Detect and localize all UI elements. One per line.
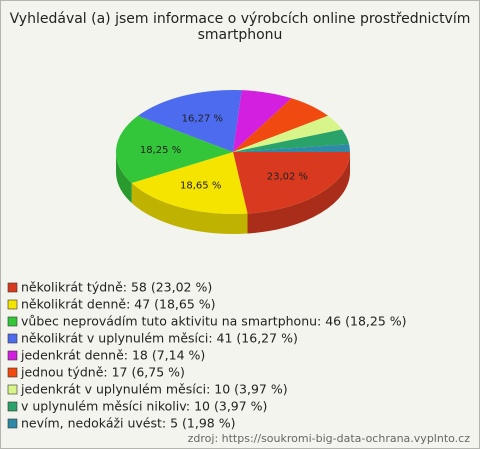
- legend-label: vůbec neprovádím tuto aktivitu na smartp…: [21, 314, 407, 329]
- value-label: 18,25 %: [140, 145, 181, 156]
- slice-side: [116, 152, 132, 203]
- legend-swatch: [7, 418, 18, 429]
- legend-label: jednou týdně: 17 (6,75 %): [20, 365, 185, 380]
- slice-side: [247, 152, 350, 234]
- slice: [116, 115, 233, 183]
- chart-title: Vyhledával (a) jsem informace o výrobcíc…: [10, 11, 471, 43]
- slice: [233, 144, 350, 152]
- legend-swatch: [7, 384, 18, 395]
- legend-swatch: [7, 333, 18, 344]
- slice: [233, 98, 328, 152]
- legend-label: několikrát v uplynulém měsíci: 41 (16,27…: [21, 331, 298, 346]
- legend-swatch: [7, 350, 18, 361]
- slice-side: [131, 182, 248, 234]
- legend-swatch: [7, 316, 18, 327]
- source: zdroj: https://soukromi-big-data-ochrana…: [188, 432, 471, 445]
- value-label: 23,02 %: [267, 172, 308, 183]
- legend-swatch: [7, 299, 18, 310]
- slice: [131, 152, 248, 214]
- slice: [138, 90, 242, 152]
- value-label: 18,65 %: [180, 180, 221, 191]
- legend-label: několikrát týdně: 58 (23,02 %): [21, 280, 212, 295]
- legend-swatch: [7, 282, 18, 293]
- slice: [233, 129, 350, 152]
- legend-swatch: [7, 367, 18, 378]
- slice: [233, 115, 342, 152]
- legend-label: v uplynulém měsíci nikoliv: 10 (3,97 %): [21, 399, 267, 414]
- legend-label: jedenkrát v uplynulém měsíci: 10 (3,97 %…: [20, 382, 288, 397]
- legend-label: jedenkrát denně: 18 (7,14 %): [20, 348, 205, 363]
- slice: [233, 90, 292, 152]
- value-label: 16,27 %: [182, 113, 223, 124]
- legend-label: nevím, nedokáži uvést: 5 (1,98 %): [21, 416, 235, 431]
- slice: [233, 152, 350, 214]
- legend-label: několikrát denně: 47 (18,65 %): [21, 297, 216, 312]
- legend-swatch: [7, 401, 18, 412]
